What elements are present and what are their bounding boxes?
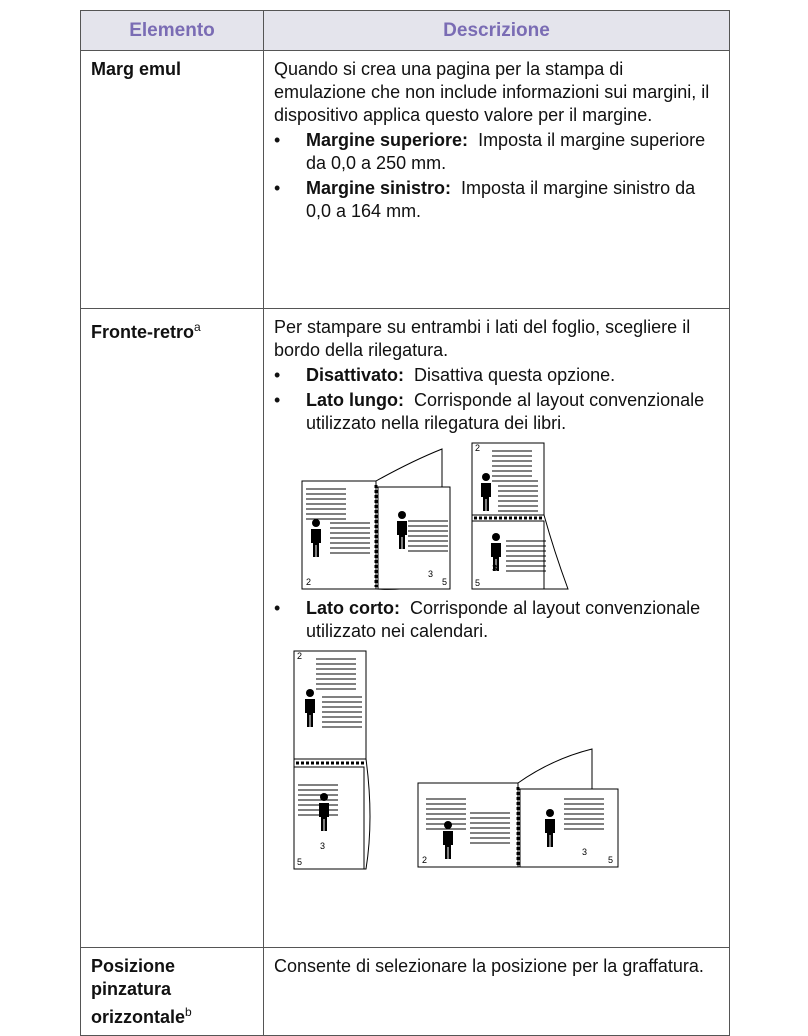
bullet: Lato lungo: Corrisponde al layout conven…: [274, 389, 719, 435]
item: Fronte-retro: [91, 322, 194, 342]
header-row: Elemento Descrizione: [80, 10, 730, 51]
bullet: Lato corto: Corrisponde al layout conven…: [274, 597, 719, 643]
header-cell: Descrizione: [263, 10, 730, 51]
item: Posizione pinzatura orizzontale: [91, 956, 186, 1027]
page-number: 3: [428, 569, 433, 579]
footnote-mark: b: [185, 1005, 192, 1019]
text: Imposta il margine sinistro da 0,0 a 164…: [306, 178, 696, 221]
footnote-mark: a: [194, 320, 201, 334]
page-number: 2: [297, 651, 302, 661]
term: Disattivato:: [306, 365, 405, 385]
table: Elemento Descrizione Marg emul Quando si…: [80, 10, 730, 1036]
list: Margine superiore: Imposta il margine su…: [274, 129, 719, 223]
bullet: Disattivato: Disattiva questa opzione.: [274, 364, 719, 387]
page-number: 5: [475, 578, 480, 588]
page-number: 3: [492, 563, 497, 573]
cell: Marg emul: [80, 50, 264, 309]
list: Lato corto: Corrisponde al layout conven…: [274, 597, 719, 643]
document: Elemento Descrizione Marg emul Quando si…: [0, 0, 808, 994]
term: Margine superiore:: [306, 130, 469, 150]
item: Marg emul: [91, 59, 182, 79]
paragraph: Quando si crea una pagina per la stampa …: [274, 59, 710, 125]
cell: Fronte-retroa: [80, 308, 264, 948]
text: Corrisponde al layout convenzionale util…: [306, 598, 701, 641]
text: Imposta il margine superiore da 0,0 a 25…: [306, 130, 706, 173]
page-number: 2: [306, 577, 311, 587]
page-number: 3: [582, 847, 587, 857]
paragraph: Per stampare su entrambi i lati del fogl…: [274, 317, 691, 360]
cell: Quando si crea una pagina per la stampa …: [263, 50, 730, 309]
text: Disattiva questa opzione.: [414, 365, 616, 385]
page-number: 2: [422, 855, 427, 865]
cell: Per stampare su entrambi i lati del fogl…: [263, 308, 730, 948]
term: Lato lungo:: [306, 390, 404, 410]
page-number: 3: [320, 841, 325, 851]
term: Margine sinistro:: [306, 178, 452, 198]
bullet: Margine superiore: Imposta il margine su…: [274, 129, 719, 175]
page-number: 5: [608, 855, 613, 865]
row: Fronte-retroa Per stampare su entrambi i…: [80, 308, 730, 948]
cell: Consente di selezionare la posizione per…: [263, 947, 730, 1036]
text: Corrisponde al layout convenzionale util…: [306, 390, 705, 433]
term: Lato corto:: [306, 598, 400, 618]
page-number: 2: [475, 443, 480, 453]
paragraph: Consente di selezionare la posizione per…: [274, 956, 704, 976]
row: Marg emul Quando si crea una pagina per …: [80, 50, 730, 309]
row: Posizione pinzatura orizzontaleb Consent…: [80, 947, 730, 1036]
page-number: 5: [442, 577, 447, 587]
bullet: Margine sinistro: Imposta il margine sin…: [274, 177, 719, 223]
list: Disattivato: Disattiva questa opzione. L…: [274, 364, 719, 435]
header-cell: Elemento: [80, 10, 264, 51]
long-edge-illustration: 2 3 5 2 3 5: [301, 442, 569, 590]
page-number: 5: [297, 857, 302, 867]
short-edge-illustration: 2 3 5 2 3 5: [293, 650, 619, 870]
cell: Posizione pinzatura orizzontaleb: [80, 947, 264, 1036]
